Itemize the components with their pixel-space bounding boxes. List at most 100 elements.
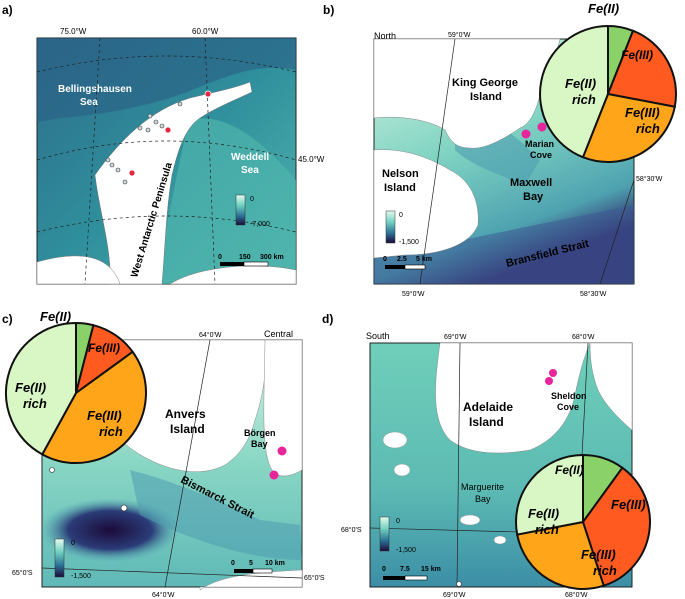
panel-b-nelson: Nelson — [382, 168, 419, 180]
panel-c-lat-left: 65°0'S — [12, 569, 33, 577]
panel-b-scale-0: 0 — [383, 256, 387, 263]
sample-marker — [545, 377, 553, 385]
panel-d-scale-0: 0 — [382, 566, 386, 573]
panel-b-lon-bottom-59: 59°0'W — [402, 290, 425, 298]
pie-label-fe2: Fe(II) — [588, 1, 619, 16]
panel-a-legend-max: 0 — [250, 196, 254, 203]
pie-label-fe2-rich-2: rich — [535, 522, 559, 537]
panel-a-weddell-sea: Sea — [241, 165, 259, 176]
panel-b-lat: 58°30'W — [636, 175, 663, 183]
pie-slice-fe2-rich — [515, 453, 584, 536]
panel-d-letter: d) — [322, 312, 333, 326]
panel-c-letter: c) — [2, 312, 13, 326]
panel-a-land-se — [169, 265, 297, 285]
panel-d-marguerite: Marguerite — [461, 482, 504, 492]
scale-bar-white — [404, 575, 428, 581]
sample-marker — [204, 90, 212, 98]
panel-b-region: North — [374, 31, 396, 41]
panel-a-bellingshausen: Bellingshausen — [58, 84, 132, 95]
panel-a-lon-60: 60.0°W — [192, 27, 219, 36]
scale-bar-white — [404, 264, 426, 270]
panel-b-king-george: King George — [452, 77, 518, 89]
pie-label-fe3-rich: Fe(III) — [87, 408, 122, 423]
pie-label-fe3-rich-2: rich — [593, 563, 617, 578]
pie-label-fe2-rich-2: rich — [572, 92, 596, 107]
panel-a-graticule — [36, 37, 297, 285]
panel-d-lon-bottom-68: 68°0'W — [565, 591, 588, 599]
panel-a-lat-45: 45.0°W — [298, 155, 325, 164]
panel-d-lon-top-68: 68°0'W — [572, 333, 595, 341]
panel-d-marguerite-bay: Bay — [475, 494, 491, 504]
scale-bar-white — [243, 261, 269, 267]
pie-slice-fe3-rich — [516, 520, 605, 590]
panel-b-maxwell-bay: Bay — [523, 191, 544, 203]
pie-slice-fe3 — [606, 29, 677, 108]
panel-b-cove: Cove — [530, 150, 552, 160]
pie-slice-fe3-rich — [40, 350, 147, 464]
panel-d-adelaide: Adelaide — [463, 400, 513, 414]
pie-slice-fe3-rich — [581, 92, 676, 163]
pie-slice-fe3 — [581, 466, 651, 587]
pie-label-fe3: Fe(III) — [621, 48, 653, 62]
panel-a-scale-150: 150 — [239, 254, 251, 261]
panel-c-legend-max: 0 — [71, 540, 75, 547]
panel-d-sheldon-cove: Cove — [557, 402, 579, 412]
panel-c-region: Central — [264, 329, 293, 339]
pie-label-fe2-rich: Fe(II) — [528, 506, 559, 521]
panel-a-lon-75: 75.0°W — [60, 27, 87, 36]
panel-b-legend-bar — [385, 210, 396, 244]
panel-c-scale-0: 0 — [231, 560, 235, 567]
panel-c-borgen-bay: Bay — [251, 439, 268, 449]
panel-a-deep-north — [37, 38, 296, 122]
pie-slice-fe2-rich — [5, 321, 77, 456]
pie-label-fe3: Fe(III) — [611, 497, 646, 512]
panel-d-pie — [515, 453, 651, 590]
station-marker — [456, 581, 462, 587]
panel-b-king-george-island: Island — [470, 91, 502, 103]
panel-b-scale-25: 2.5 — [397, 256, 407, 263]
pie-label-fe2-rich: Fe(II) — [15, 380, 46, 395]
sample-marker — [164, 126, 172, 134]
panel-a-letter: a) — [2, 3, 13, 17]
pie-label-fe2-rich: Fe(II) — [565, 76, 596, 91]
panel-a-samples — [105, 90, 212, 185]
panel-d-adelaide-island: Island — [469, 415, 504, 429]
panel-d-legend-min: -1,500 — [396, 547, 416, 554]
panel-d-mainland-land — [589, 342, 633, 431]
panel-d-lon-bottom-69: 69°0'W — [443, 591, 466, 599]
panel-a-weddell: Weddell — [231, 152, 269, 163]
panel-b-legend-min: -1,500 — [399, 239, 419, 246]
panel-d-legend-bar — [379, 516, 390, 552]
scale-bar-black — [234, 569, 253, 573]
panel-c-scale-10: 10 km — [265, 560, 285, 567]
scale-bar-black — [220, 262, 244, 266]
panel-b: b) North 59°0'W 59°0'W 58°30'W 58°30'W K… — [323, 1, 677, 298]
panel-c: c) Central 64°0'W 64°0'W 65°0'S 65°0'S A… — [2, 309, 325, 599]
panel-a-scale-0: 0 — [218, 254, 222, 261]
pie-label-fe3-rich: Fe(III) — [625, 105, 660, 120]
panel-b-nelson-land — [373, 149, 479, 259]
pie-label-fe3-rich-2: rich — [99, 424, 123, 439]
panel-c-anvers-island: Island — [170, 422, 205, 436]
panel-b-graticule — [419, 38, 635, 285]
sample-marker — [537, 122, 547, 132]
panel-c-lat-right: 65°0'S — [304, 574, 325, 582]
pie-label-fe2: Fe(II) — [555, 463, 584, 477]
sample-marker — [128, 169, 136, 177]
sample-marker — [549, 369, 557, 377]
panel-c-pie — [5, 321, 147, 464]
scale-bar-black — [383, 576, 405, 580]
pie-label-fe3-rich: Fe(III) — [581, 547, 616, 562]
pie-label-fe2: Fe(II) — [40, 309, 71, 324]
panel-a-weddell-shelf — [150, 118, 296, 285]
panel-b-lon-top: 59°0'W — [448, 31, 471, 39]
panel-c-lon-bottom: 64°0'W — [152, 591, 175, 599]
panel-a-legend-bar — [235, 194, 246, 226]
panel-b-letter: b) — [323, 3, 334, 17]
panel-c-bismarck-channel — [130, 470, 302, 560]
panel-d-sheldon: Sheldon — [551, 391, 587, 401]
panel-a-legend-min: -7,000 — [250, 221, 270, 228]
panel-b-nelson-island: Island — [384, 182, 416, 194]
panel-c-scale-5: 5 — [249, 560, 253, 567]
pie-slice-fe2-rich — [539, 24, 609, 159]
